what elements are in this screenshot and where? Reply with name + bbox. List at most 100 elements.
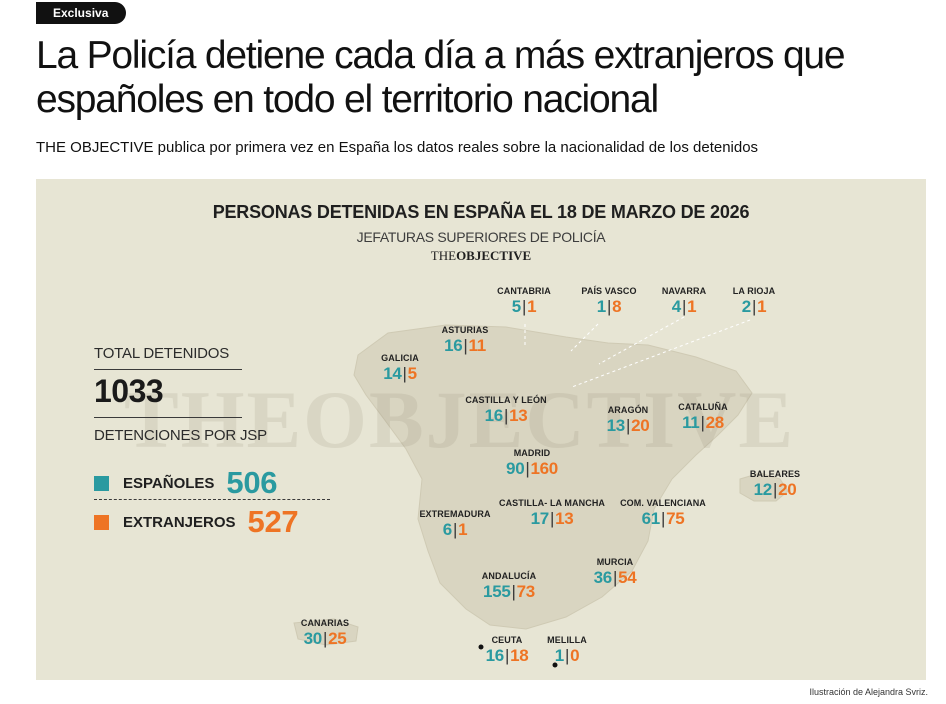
region-name: CASTILLA Y LEÓN (465, 395, 547, 405)
separator: | (625, 416, 631, 435)
espanoles-count: 30 (303, 629, 323, 648)
region-name: ANDALUCÍA (481, 571, 537, 581)
espanoles-count: 5 (511, 297, 521, 316)
extranjeros-count: 18 (510, 646, 529, 665)
leader-line-navarra (598, 316, 685, 365)
extranjeros-value: 527 (247, 504, 299, 539)
region-name: COM. VALENCIANA (620, 498, 706, 508)
extranjeros-count: 13 (555, 509, 574, 528)
article-headline: La Policía detiene cada día a más extran… (36, 34, 846, 121)
divider (94, 369, 242, 370)
region-navarra: NAVARRA 4|1 (654, 286, 714, 317)
leader-line-pais-vasco (570, 323, 599, 352)
region-name: MADRID (513, 448, 551, 458)
region-name: BALEARES (749, 469, 801, 479)
separator: | (660, 509, 666, 528)
extranjeros-count: 75 (666, 509, 685, 528)
espanoles-count: 4 (671, 297, 681, 316)
infographic-title: PERSONAS DETENIDAS EN ESPAÑA EL 18 DE MA… (212, 202, 750, 222)
region-name: NAVARRA (661, 286, 707, 296)
espanoles-count: 6 (442, 520, 452, 539)
canary-islands-shape (293, 618, 359, 646)
region-name: LA RIOJA (732, 286, 776, 296)
extranjeros-count: 25 (328, 629, 347, 648)
legend-extranjeros: EXTRANJEROS 527 (94, 504, 299, 540)
legend-espanoles: ESPAÑOLES 506 (94, 465, 278, 501)
espanoles-count: 1 (596, 297, 606, 316)
region-pais-vasco: PAÍS VASCO 1|8 (574, 286, 644, 317)
espanoles-count: 16 (484, 406, 504, 425)
watermark: THEOBJECTIVE (124, 374, 796, 465)
extranjeros-swatch (94, 514, 109, 530)
espanoles-label: ESPAÑOLES (123, 474, 215, 492)
balearic-islands-shape (739, 472, 789, 502)
brand-name: OBJECTIVE (456, 248, 532, 263)
espanoles-count: 155 (483, 582, 511, 601)
region-aragon: ARAGÓN 13|20 (593, 405, 663, 436)
extranjeros-count: 28 (705, 413, 725, 432)
extranjeros-label: EXTRANJEROS (123, 513, 236, 531)
separator: | (606, 297, 612, 316)
separator: | (322, 629, 328, 648)
region-name: EXTREMADURA (419, 509, 491, 519)
region-baleares: BALEARES 12|20 (740, 469, 810, 500)
region-galicia: GALICIA 14|5 (365, 353, 435, 384)
region-ceuta: CEUTA 16|18 (472, 635, 542, 666)
region-name: ASTURIAS (441, 325, 489, 335)
ceuta-marker (478, 644, 484, 650)
detenciones-por-jsp-label: DETENCIONES POR JSP (94, 427, 267, 444)
brand-logo: THEOBJECTIVE (36, 248, 926, 264)
region-castilla-y-leon: CASTILLA Y LEÓN 16|13 (456, 395, 556, 426)
espanoles-swatch (94, 475, 109, 491)
separator: | (402, 364, 407, 383)
region-canarias: CANARIAS 30|25 (290, 618, 360, 649)
separator: | (511, 582, 516, 601)
region-asturias: ASTURIAS 16|11 (430, 325, 500, 356)
region-name: CATALUÑA (678, 402, 728, 412)
separator: | (612, 568, 618, 587)
extranjeros-count: 1 (458, 520, 468, 539)
region-name: CANARIAS (300, 618, 350, 628)
separator: | (564, 646, 570, 665)
region-name: CEUTA (491, 635, 523, 645)
melilla-marker (552, 662, 558, 668)
total-detenidos-value: 1033 (94, 373, 164, 409)
separator: | (700, 413, 705, 432)
region-name: CASTILLA- LA MANCHA (498, 498, 606, 508)
region-castilla-la-mancha: CASTILLA- LA MANCHA 17|13 (494, 498, 610, 529)
leader-line-la-rioja (571, 319, 751, 388)
espanoles-count: 2 (741, 297, 751, 316)
extranjeros-count: 1 (757, 297, 767, 316)
region-andalucia: ANDALUCÍA 155|73 (466, 571, 552, 602)
infographic-subtitle: JEFATURAS SUPERIORES DE POLICÍA (356, 229, 606, 245)
extranjeros-count: 20 (778, 480, 797, 499)
separator: | (681, 297, 687, 316)
extranjeros-count: 8 (612, 297, 622, 316)
espanoles-count: 12 (753, 480, 773, 499)
espanoles-count: 17 (530, 509, 550, 528)
separator: | (772, 480, 778, 499)
region-la-rioja: LA RIOJA 2|1 (724, 286, 784, 317)
region-name: GALICIA (381, 353, 419, 363)
extranjeros-count: 1 (687, 297, 697, 316)
espanoles-count: 36 (593, 568, 613, 587)
extranjeros-count: 73 (516, 582, 536, 601)
infographic: THEOBJECTIVE PERSONAS DETENIDAS EN ESPAÑ… (36, 179, 926, 680)
iberian-peninsula-shape (353, 324, 753, 630)
region-extremadura: EXTREMADURA 6|1 (410, 509, 500, 540)
separator: | (751, 297, 757, 316)
espanoles-count: 90 (506, 459, 525, 478)
espanoles-count: 16 (444, 336, 463, 355)
image-credit: Ilustración de Alejandra Svriz. (809, 687, 928, 697)
legend-divider (94, 499, 330, 500)
region-murcia: MURCIA 36|54 (580, 557, 650, 588)
espanoles-value: 506 (226, 465, 278, 500)
region-name: ARAGÓN (607, 405, 649, 415)
extranjeros-count: 54 (618, 568, 637, 587)
extranjeros-count: 160 (530, 459, 558, 478)
espanoles-count: 14 (383, 364, 402, 383)
extranjeros-count: 20 (631, 416, 650, 435)
region-name: MURCIA (596, 557, 634, 567)
separator: | (521, 297, 527, 316)
